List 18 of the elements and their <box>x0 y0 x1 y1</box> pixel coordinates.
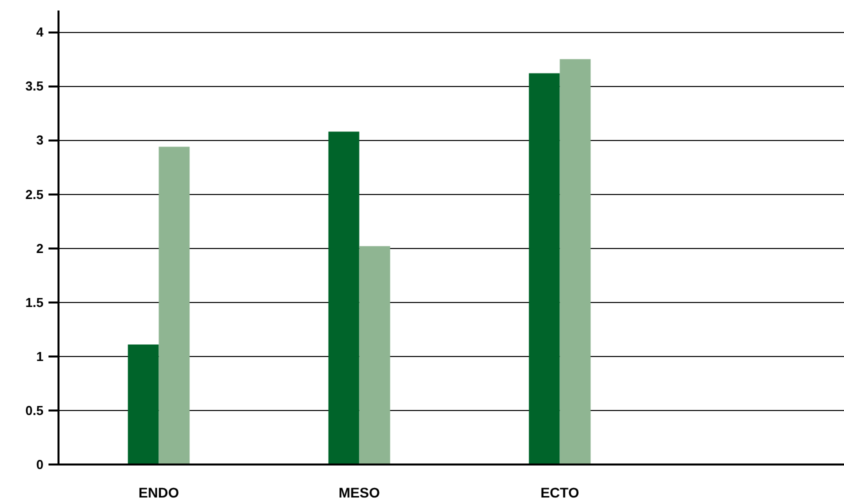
y-tick-label: 0 <box>36 457 44 472</box>
bar <box>328 132 360 464</box>
y-tick-label: 0.5 <box>25 402 44 418</box>
bar <box>128 344 159 464</box>
bar <box>359 246 390 464</box>
y-tick-label: 2 <box>36 240 44 256</box>
bar <box>528 73 560 464</box>
x-tick-label: ECTO <box>540 484 580 500</box>
bar <box>560 59 591 464</box>
y-tick-label: 1 <box>36 348 44 364</box>
x-tick-label: MESO <box>338 484 380 500</box>
y-tick-label: 3.5 <box>25 78 44 94</box>
y-tick-label: 4 <box>36 24 44 40</box>
y-tick-label: 3 <box>36 132 44 148</box>
y-tick-label: 2.5 <box>25 186 44 202</box>
x-tick-label: ENDO <box>138 484 180 500</box>
y-tick-label: 1.5 <box>25 294 44 310</box>
bar <box>158 146 190 464</box>
